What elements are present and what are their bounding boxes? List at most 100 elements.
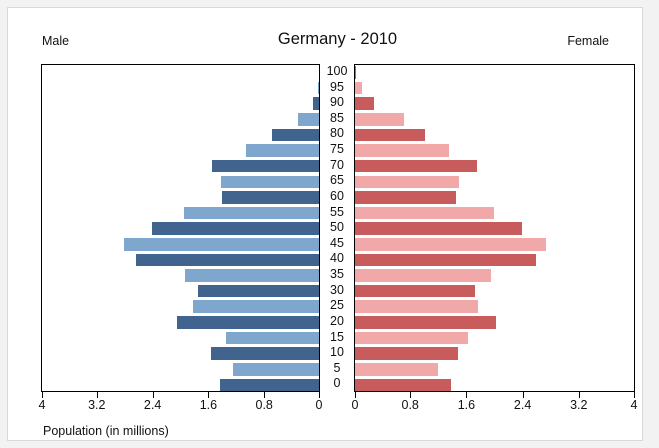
age-tick-15: 15: [330, 329, 344, 344]
male-bar-age-55: [183, 206, 319, 220]
male-bar-age-50: [152, 222, 319, 235]
male-bar-age-30: [198, 284, 319, 298]
age-tick-30: 30: [330, 282, 344, 297]
x-tick-label-2.4: 2.4: [143, 398, 162, 412]
x-tick-mark: [466, 392, 468, 398]
x-tick-label-0.8: 0.8: [401, 398, 419, 412]
male-bar-age-85: [298, 113, 319, 126]
female-bar-row: [355, 143, 634, 159]
x-axis-female: 0 0.8 1.6 2.4 3.2 4: [351, 392, 638, 418]
male-bar-row: [42, 268, 319, 284]
x-tick-label-0: 0: [351, 398, 359, 412]
male-bar-row: [42, 252, 319, 268]
female-bar-age-70: [355, 159, 477, 173]
age-tick-95: 95: [330, 79, 344, 94]
female-bar-age-45: [355, 237, 547, 251]
male-bar-row: [42, 65, 319, 81]
chart-title: Germany - 2010: [277, 30, 398, 48]
female-bar-age-80: [355, 128, 425, 142]
female-legend-label: Female: [567, 34, 609, 48]
male-bar-row: [42, 206, 319, 222]
age-axis: 100 95 90 85 80 75 70 65 60 55 50 45 40 35 30 25 20 15 10 5…: [320, 64, 354, 392]
x-tick-mark: [634, 392, 635, 398]
male-legend-label: Male: [42, 34, 70, 48]
female-bar-age-30: [355, 284, 475, 298]
female-bar-row: [355, 346, 634, 362]
female-bar-row: [355, 206, 634, 222]
age-tick-45: 45: [330, 235, 344, 250]
age-tick-55: 55: [330, 204, 344, 219]
female-bar-age-65: [355, 175, 460, 189]
x-tick-label-1.6: 1.6: [199, 398, 218, 412]
male-bar-row: [42, 143, 319, 159]
female-bar-age-40: [355, 253, 536, 267]
age-tick-85: 85: [330, 110, 344, 125]
male-bar-age-95: [317, 81, 319, 95]
male-bar-age-65: [221, 175, 319, 189]
x-tick-mark: [522, 392, 524, 398]
male-bar-age-5: [232, 362, 319, 376]
male-bar-row: [42, 284, 319, 300]
male-bar-age-20: [176, 316, 319, 329]
female-bar-row: [355, 112, 634, 128]
x-tick-label-1.6: 1.6: [457, 398, 476, 412]
female-bar-row: [355, 362, 634, 378]
x-tick-mark: [410, 392, 412, 398]
male-bar-row: [42, 81, 319, 97]
female-bar-row: [355, 221, 634, 237]
male-bar-age-80: [272, 128, 319, 142]
female-bar-row: [355, 268, 634, 284]
female-bar-row: [355, 174, 634, 190]
male-bar-row: [42, 377, 319, 391]
male-bar-row: [42, 237, 319, 253]
x-tick-mark: [264, 392, 266, 398]
age-tick-10: 10: [330, 345, 344, 360]
female-bar-age-35: [355, 269, 491, 282]
age-tick-65: 65: [330, 173, 344, 188]
male-bar-age-60: [221, 191, 319, 204]
age-tick-25: 25: [330, 298, 344, 313]
x-tick-mark: [355, 392, 356, 398]
x-tick-mark: [96, 392, 98, 398]
male-bar-age-25: [193, 300, 319, 314]
x-tick-label-4: 4: [38, 398, 46, 412]
female-bar-row: [355, 127, 634, 143]
age-tick-5: 5: [333, 360, 341, 375]
female-bar-row: [355, 237, 634, 253]
female-bar-age-25: [355, 300, 478, 314]
male-bar-row: [42, 221, 319, 237]
female-bar-age-100: [355, 66, 356, 79]
female-bar-row: [355, 65, 634, 81]
male-bar-row: [42, 315, 319, 331]
x-axis-label: Population (in millions): [43, 424, 169, 438]
x-tick-label-0: 0: [315, 398, 323, 412]
female-bar-row: [355, 81, 634, 97]
male-bar-row: [42, 190, 319, 206]
age-tick-75: 75: [330, 142, 344, 157]
female-bar-age-15: [355, 331, 468, 345]
male-bar-age-15: [225, 331, 319, 345]
x-tick-label-3.2: 3.2: [570, 398, 588, 412]
female-bar-age-75: [355, 144, 449, 157]
female-bar-row: [355, 252, 634, 268]
female-bar-row: [355, 315, 634, 331]
female-bar-age-20: [355, 316, 497, 329]
male-bar-row: [42, 346, 319, 362]
chart-card: Male Germany - 2010 Female 100 95 90 85 80 75…: [7, 7, 643, 441]
x-tick-label-3.2: 3.2: [88, 398, 106, 412]
age-tick-35: 35: [330, 267, 344, 282]
female-bars-panel: [354, 64, 635, 392]
age-tick-20: 20: [330, 313, 344, 328]
x-tick-mark: [208, 392, 210, 398]
male-bar-age-40: [136, 253, 319, 267]
female-bar-row: [355, 96, 634, 112]
male-bar-row: [42, 159, 319, 175]
male-bar-row: [42, 96, 319, 112]
x-tick-label-4: 4: [630, 398, 638, 412]
male-bar-age-75: [245, 144, 319, 157]
male-bar-row: [42, 174, 319, 190]
female-bar-age-90: [355, 97, 374, 111]
female-bar-row: [355, 331, 634, 347]
male-bar-age-90: [312, 97, 319, 111]
